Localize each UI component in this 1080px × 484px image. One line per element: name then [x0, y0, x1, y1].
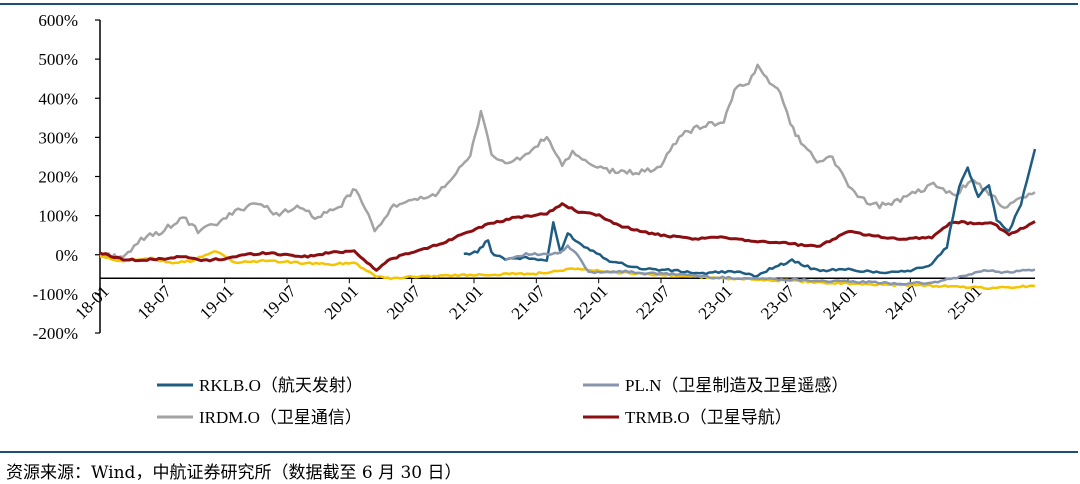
x-tick-label: 23-01	[695, 282, 736, 323]
y-tick-label: 0%	[55, 246, 78, 265]
x-tick-label: 18-07	[134, 281, 176, 323]
y-tick-label: 500%	[38, 50, 78, 69]
x-tick-label: 21-07	[508, 281, 550, 323]
series-line-0	[463, 148, 1037, 278]
legend-label: RKLB.O（航天发射）	[199, 376, 363, 395]
series-line-3	[99, 202, 1036, 272]
x-tick-label: 21-01	[445, 282, 486, 323]
x-tick-label: 23-07	[757, 281, 799, 323]
series-lines	[99, 63, 1037, 291]
x-tick-label: 20-07	[383, 281, 425, 323]
source-note: 资源来源：Wind，中航证券研究所（数据截至 6 月 30 日）	[6, 463, 462, 483]
y-tick-label: 200%	[38, 168, 78, 187]
legend-label: IRDM.O（卫星通信）	[199, 408, 362, 427]
legend-label: PL.N（卫星制造及卫星遥感）	[625, 376, 848, 395]
y-tick-label: 300%	[38, 128, 78, 147]
y-tick-label: 600%	[38, 11, 78, 30]
x-tick-label: 24-01	[819, 282, 860, 323]
bottom-border-line	[0, 451, 1078, 453]
y-tick-label: -100%	[33, 285, 78, 304]
top-border-line	[0, 3, 1078, 5]
series-line-1	[504, 244, 1036, 286]
legend-label: TRMB.O（卫星导航）	[625, 408, 792, 427]
x-tick-label: 22-07	[632, 281, 674, 323]
y-tick-label: 400%	[38, 89, 78, 108]
series-line-2	[99, 63, 1036, 261]
y-tick-label: -200%	[33, 324, 78, 343]
y-tick-label: 100%	[38, 207, 78, 226]
line-chart: 600% 500% 400% 300% 200% 100% 0% -100% -200% 18-…	[33, 11, 1037, 427]
legend: RKLB.O（航天发射） PL.N（卫星制造及卫星遥感） IRDM.O（卫星通信） T…	[157, 376, 848, 427]
x-tick-label: 20-01	[321, 282, 362, 323]
x-tick-label: 19-01	[196, 282, 237, 323]
y-axis: 600% 500% 400% 300% 200% 100% 0% -100% -200%	[33, 11, 101, 343]
x-tick-label: 19-07	[258, 281, 300, 323]
x-tick-label: 22-01	[570, 282, 611, 323]
x-tick-label: 24-07	[882, 281, 924, 323]
